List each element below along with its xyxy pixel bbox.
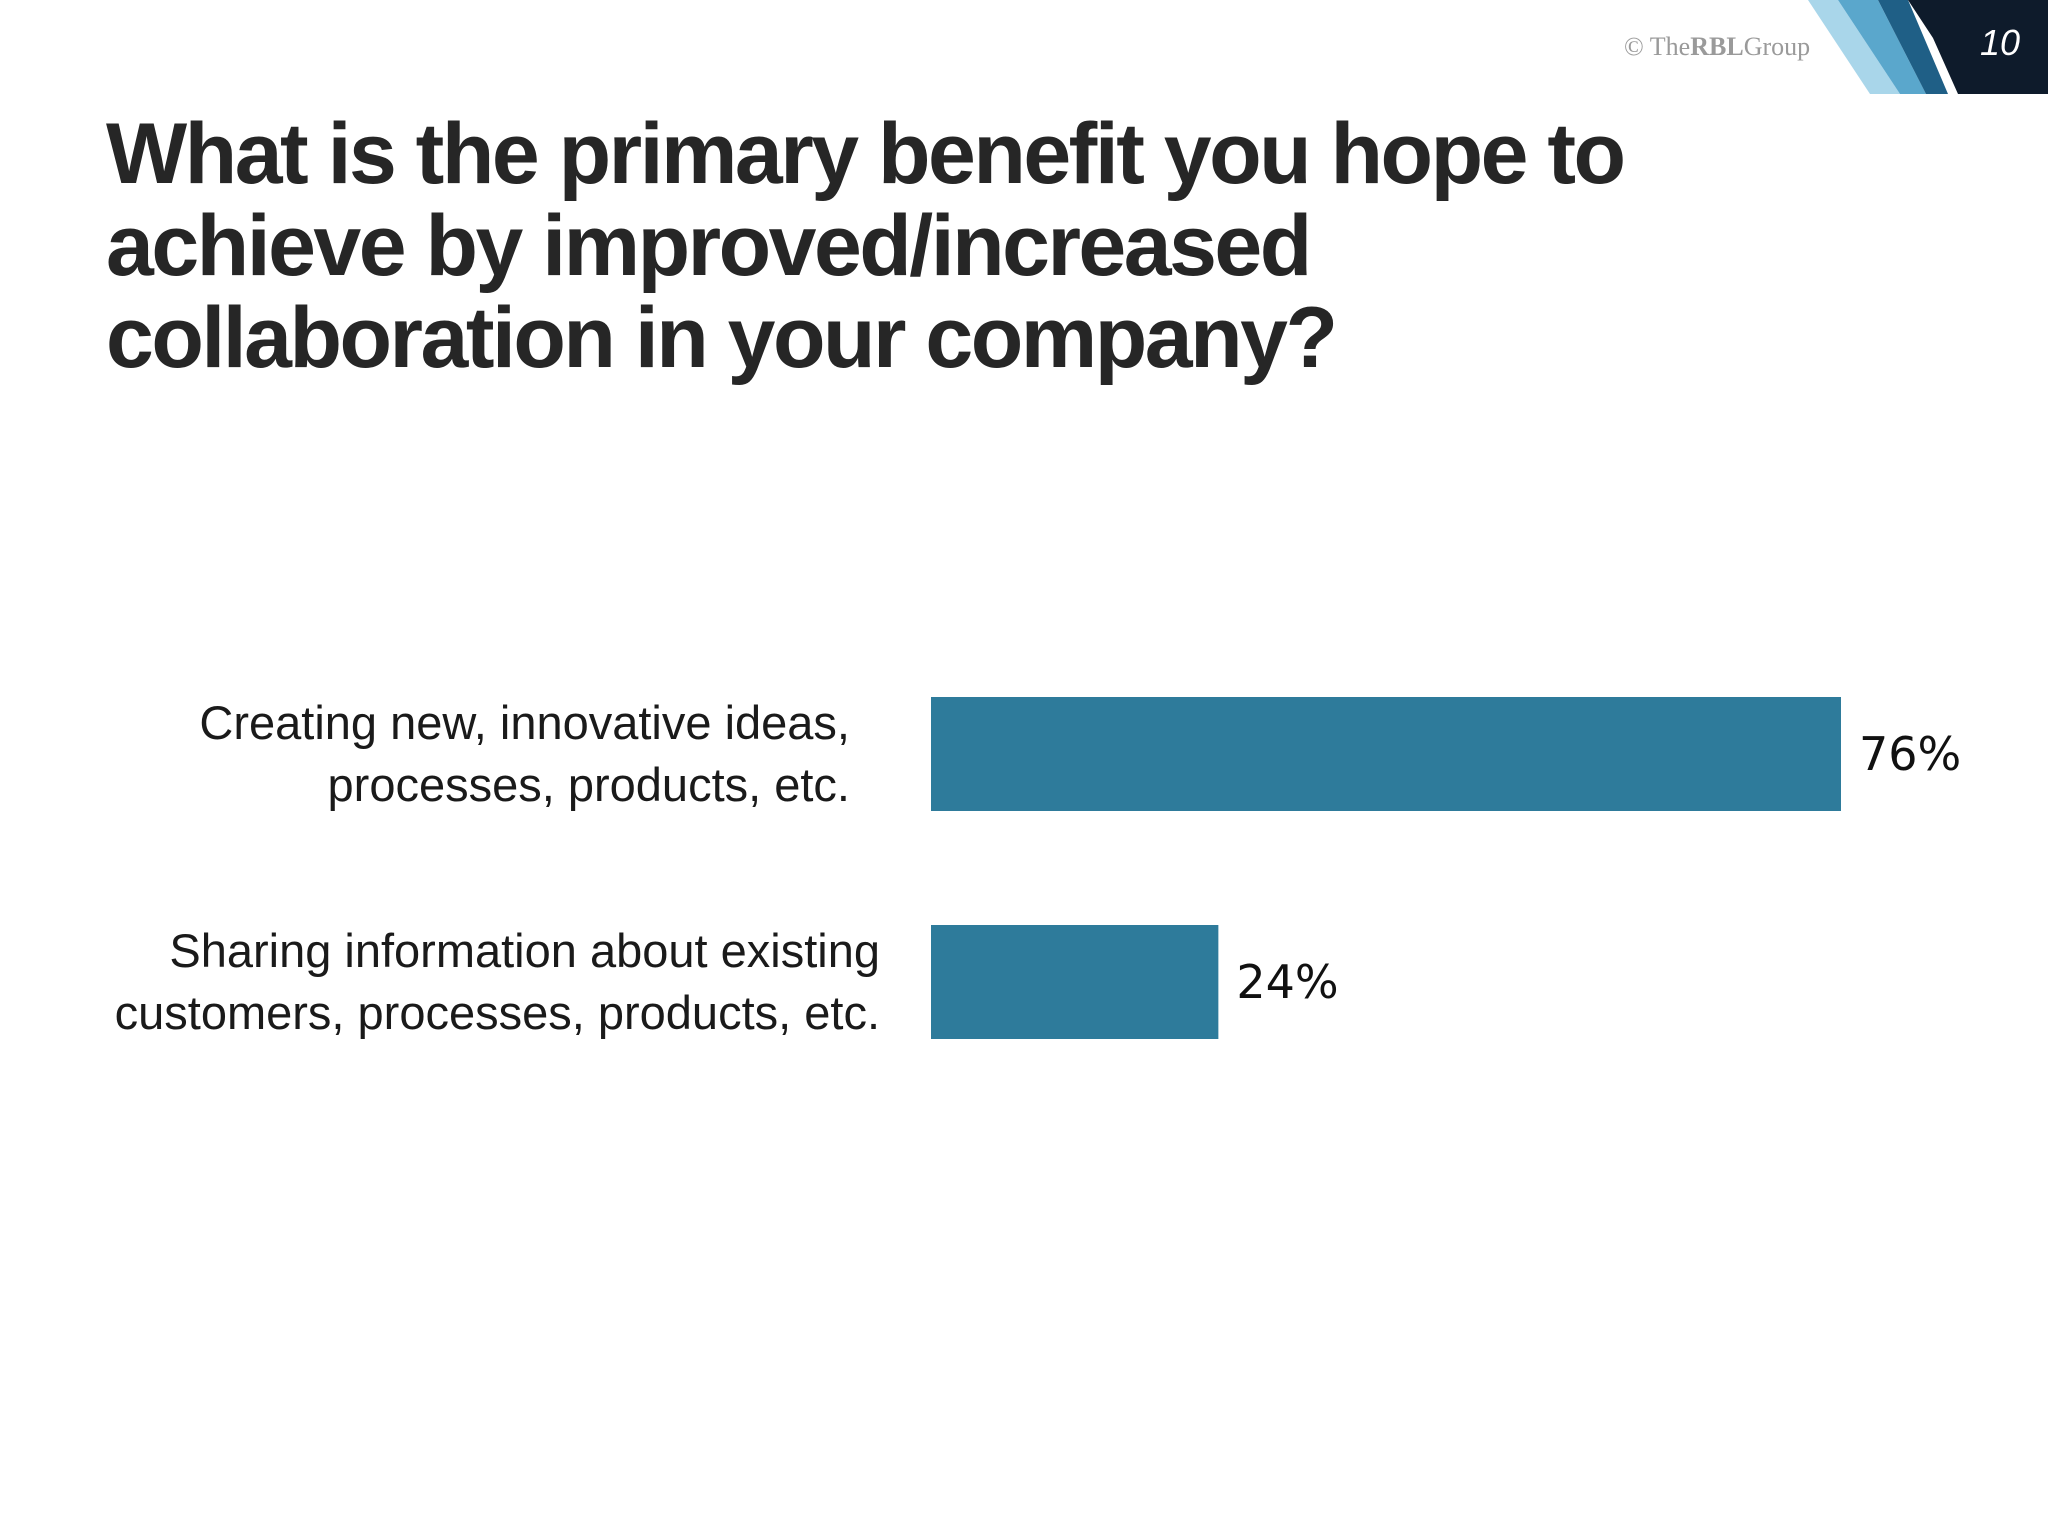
bar-1 xyxy=(931,697,1841,811)
bar-2 xyxy=(931,925,1219,1039)
corner-decoration xyxy=(1808,0,2048,94)
corner-mid-stripe xyxy=(1878,0,1948,94)
category-label-1-line-2: processes, products, etc. xyxy=(328,758,850,811)
category-label-2-line-2: customers, processes, products, etc. xyxy=(115,986,880,1039)
page-number: 10 xyxy=(1979,22,2020,63)
corner-light-stripe xyxy=(1838,0,1926,94)
copyright-brand: RBL xyxy=(1690,32,1744,61)
copyright-brand-suffix: Group xyxy=(1743,32,1811,61)
category-label-1-line-1: Creating new, innovative ideas, xyxy=(199,696,850,749)
copyright-brand-prefix: The xyxy=(1649,32,1691,61)
value-label-2: 24% xyxy=(1236,955,1338,1009)
corner-dark-block xyxy=(1908,0,2048,94)
corner-pale-stripe xyxy=(1808,0,1900,94)
copyright-logo: © TheRBLGroup xyxy=(1624,32,1810,62)
category-label-2-line-1: Sharing information about existing xyxy=(169,924,880,977)
slide-title: What is the primary benefit you hope to … xyxy=(106,106,1626,386)
value-label-1: 76% xyxy=(1859,727,1961,781)
copyright-symbol: © xyxy=(1624,32,1644,61)
